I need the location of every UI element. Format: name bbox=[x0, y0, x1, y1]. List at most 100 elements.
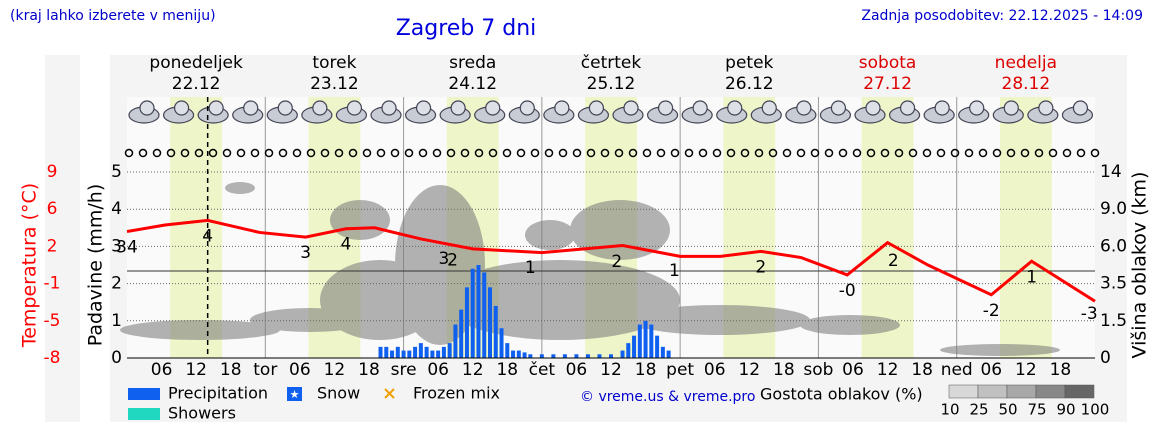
wind-calm bbox=[460, 148, 470, 158]
y2-tick-label: 0 bbox=[1100, 348, 1111, 368]
weather-icon bbox=[785, 100, 817, 124]
x-tick-label: 06 bbox=[704, 360, 726, 380]
y2-tick-label: 3.5 bbox=[1100, 274, 1127, 294]
x-tick-label: 06 bbox=[289, 360, 311, 380]
precip-bar bbox=[459, 309, 464, 358]
y2-tick-label: 6.0 bbox=[1100, 236, 1127, 256]
temp-annotation: 3 bbox=[300, 243, 311, 263]
wind-calm bbox=[1090, 148, 1100, 158]
legend-label: Precipitation bbox=[168, 384, 268, 403]
wind-calm bbox=[194, 148, 204, 158]
precip-bar bbox=[505, 343, 510, 358]
weather-icon bbox=[716, 100, 748, 124]
temp-annotation: 1 bbox=[669, 261, 680, 281]
weather-icon bbox=[819, 100, 852, 124]
weather-icon bbox=[923, 100, 955, 124]
wind-calm bbox=[964, 148, 974, 158]
x-tick-label: 12 bbox=[462, 360, 484, 380]
y-tick-label: 0 bbox=[111, 348, 122, 368]
day-date: 27.12 bbox=[863, 74, 912, 94]
wind-calm bbox=[572, 148, 582, 158]
day-name: nedelja bbox=[995, 53, 1057, 73]
wind-calm bbox=[782, 148, 792, 158]
legend-swatch bbox=[287, 387, 302, 401]
weather-icon bbox=[992, 100, 1024, 124]
precip-bar bbox=[395, 346, 400, 358]
temp-tick-label: -8 bbox=[44, 348, 61, 368]
y2-axis-title: Višina oblakov (km) bbox=[1129, 172, 1151, 359]
precip-bar bbox=[436, 350, 441, 358]
cloud-puff bbox=[1003, 100, 1019, 116]
wind-calm bbox=[978, 148, 988, 158]
weather-icon bbox=[1061, 100, 1094, 124]
temp-annotation: 2 bbox=[447, 251, 458, 271]
wind-calm bbox=[950, 148, 960, 158]
precip-bar bbox=[551, 354, 556, 358]
x-tick-label: 12 bbox=[877, 360, 899, 380]
temperature-line bbox=[126, 218, 1096, 303]
cloud-puff bbox=[381, 100, 397, 116]
weather-icon bbox=[370, 100, 402, 124]
cloud-puff bbox=[415, 100, 432, 116]
density-tick: 25 bbox=[969, 401, 988, 419]
weather-icon bbox=[888, 100, 921, 124]
precip-bar bbox=[482, 272, 487, 358]
x-tick-label: pet bbox=[666, 360, 694, 380]
precip-bar bbox=[637, 324, 642, 358]
wind-calm bbox=[362, 148, 372, 158]
wind-calm bbox=[292, 148, 302, 158]
y2-tick-label: 9.0 bbox=[1100, 199, 1127, 219]
weather-icon bbox=[232, 100, 264, 124]
wind-calm bbox=[166, 148, 176, 158]
temp-tick-label: 2 bbox=[47, 236, 58, 256]
temp-annotation: 1 bbox=[525, 258, 536, 278]
wind-calm bbox=[908, 148, 918, 158]
x-tick-label: 12 bbox=[324, 360, 346, 380]
wind-calm bbox=[306, 148, 316, 158]
precip-bar bbox=[401, 350, 406, 358]
cloud-puff bbox=[139, 100, 155, 116]
density-swatch bbox=[1006, 384, 1037, 399]
density-swatch bbox=[1064, 384, 1095, 399]
wind-calm bbox=[810, 148, 820, 158]
temp-tick-label: -1 bbox=[44, 274, 61, 294]
wind-calm bbox=[614, 148, 624, 158]
precip-bar bbox=[499, 328, 504, 358]
wind-calm bbox=[502, 148, 512, 158]
precip-bar bbox=[522, 352, 527, 358]
precip-bar bbox=[390, 350, 395, 358]
wind-calm bbox=[1048, 148, 1058, 158]
cloud-puff bbox=[519, 100, 535, 116]
wind-calm bbox=[628, 148, 638, 158]
cloud-puff bbox=[312, 100, 328, 116]
cloud-puff bbox=[1038, 100, 1054, 116]
wind-calm bbox=[684, 148, 694, 158]
cloud-puff bbox=[1072, 100, 1089, 116]
weather-icon bbox=[162, 100, 195, 124]
density-swatch bbox=[1035, 384, 1066, 399]
wind-calm bbox=[558, 148, 568, 158]
wind-calm bbox=[936, 148, 946, 158]
x-tick-label: 18 bbox=[635, 360, 657, 380]
wind-calm bbox=[796, 148, 806, 158]
wind-calm bbox=[320, 148, 330, 158]
wind-calm bbox=[530, 148, 540, 158]
temp-annotation: 1 bbox=[1026, 267, 1037, 287]
legend-swatch bbox=[128, 388, 160, 400]
wind-calm bbox=[390, 148, 400, 158]
x-tick-label: 18 bbox=[496, 360, 518, 380]
cloud-puff bbox=[657, 100, 674, 116]
x-tick-label: 06 bbox=[980, 360, 1002, 380]
weather-icon bbox=[750, 100, 782, 124]
day-name: četrtek bbox=[581, 53, 642, 73]
wind-calm bbox=[222, 148, 232, 158]
title: Zagreb 7 dni bbox=[396, 16, 537, 41]
temp-annotation: -3 bbox=[1081, 304, 1098, 324]
cloud-puff bbox=[485, 100, 501, 116]
wind-calm bbox=[1006, 148, 1016, 158]
day-date: 22.12 bbox=[172, 74, 221, 94]
wind-calm bbox=[740, 148, 750, 158]
wind-calm bbox=[418, 148, 428, 158]
weather-icon bbox=[1027, 100, 1059, 124]
temp-annotation: 34 bbox=[116, 238, 138, 258]
